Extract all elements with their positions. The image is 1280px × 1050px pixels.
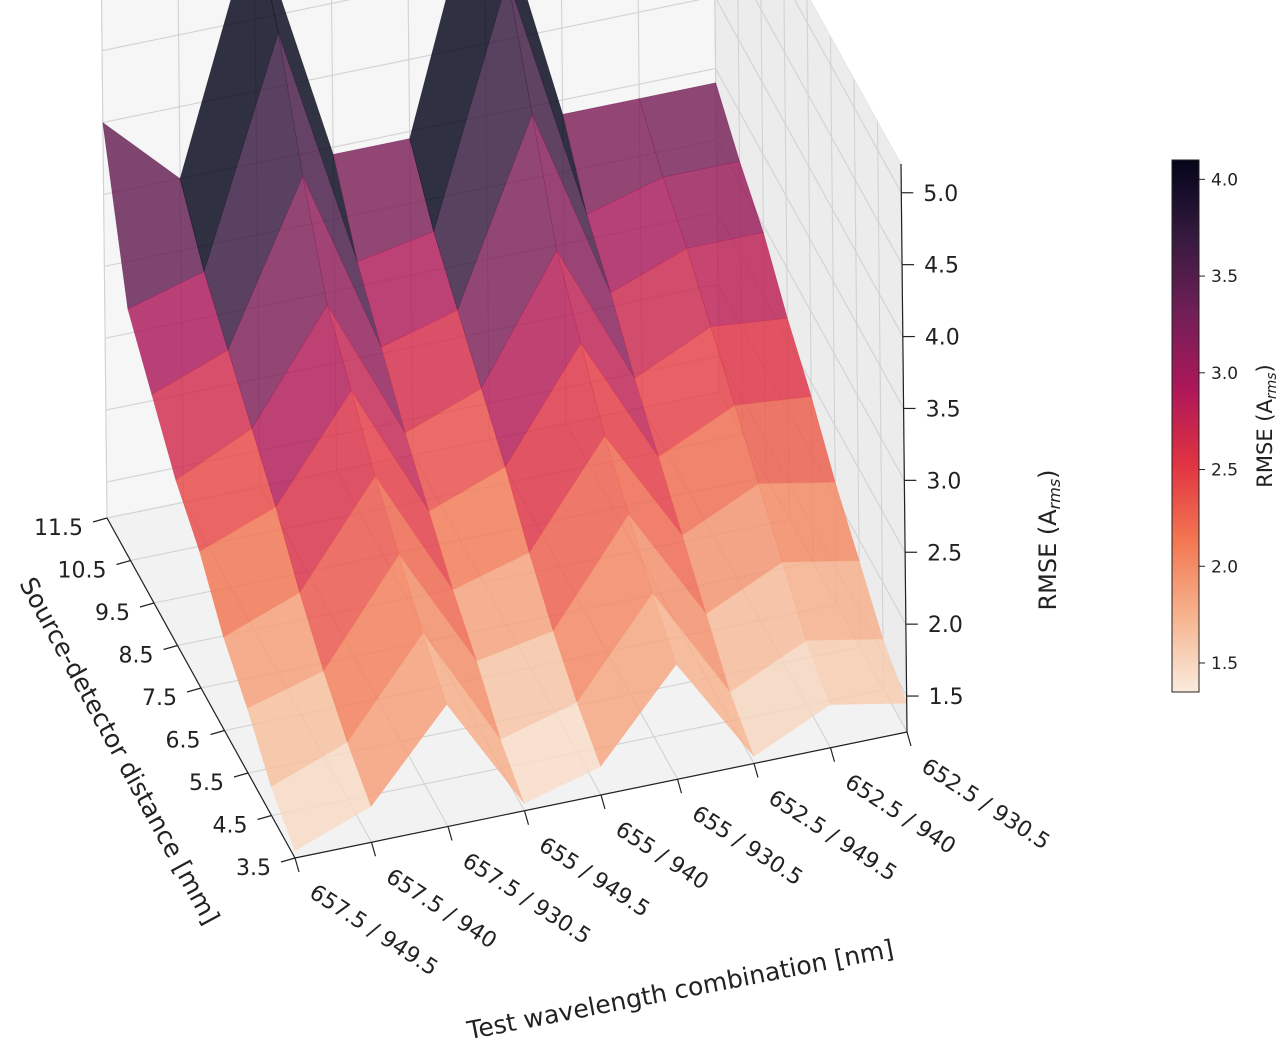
- x-axis: 3.5 4.5 5.5 6.5 7.5 8.5 9.5 10.5 11.5: [34, 516, 296, 881]
- y-tick: [600, 794, 606, 810]
- y-axis-label: Test wavelength combination [nm]: [464, 934, 896, 1045]
- z-tick-label: 2.5: [927, 541, 962, 566]
- y-tick: [753, 763, 759, 778]
- z-tick-label: 5.0: [923, 182, 958, 207]
- z-axis: 1.5 2.0 2.5 3.0 3.5 4.0 4.5 5.0: [900, 163, 964, 733]
- z-axis-label: RMSE (Arms): [1034, 469, 1064, 610]
- x-tick-label: 9.5: [95, 601, 130, 626]
- x-tick: [210, 729, 225, 736]
- x-tick-label: 5.5: [189, 771, 224, 796]
- x-tick: [233, 772, 249, 778]
- x-tick-label: 4.5: [213, 814, 248, 839]
- z-tick-label: 2.0: [928, 613, 963, 638]
- x-tick: [257, 814, 272, 821]
- colorbar-tick-label: 3.0: [1211, 364, 1238, 384]
- colorbar: 1.5 2.0 2.5 3.0 3.5 4.0 RMSE (Arms): [1171, 159, 1280, 693]
- colorbar-tick-label: 2.5: [1211, 461, 1238, 481]
- y-tick: [906, 731, 912, 747]
- z-tick-label: 4.0: [925, 326, 960, 351]
- x-tick-label: 11.5: [34, 516, 83, 541]
- x-tick: [139, 602, 155, 608]
- x-tick-label: 6.5: [166, 729, 201, 754]
- colorbar-ticks: 1.5 2.0 2.5 3.0 3.5 4.0: [1199, 170, 1238, 674]
- x-tick: [116, 559, 131, 566]
- z-tick-label: 3.5: [926, 397, 961, 422]
- z-tick-label: 3.0: [926, 469, 961, 494]
- x-tick-label: 7.5: [142, 686, 177, 711]
- x-tick: [92, 517, 108, 523]
- x-tick: [186, 687, 202, 693]
- z-tick-label: 1.5: [929, 685, 964, 710]
- surface-plot: [102, 0, 908, 852]
- colorbar-gradient: [1171, 159, 1200, 693]
- colorbar-tick-label: 4.0: [1211, 170, 1238, 190]
- surface-facet: [805, 638, 908, 705]
- x-tick-label: 3.5: [236, 856, 271, 881]
- y-tick: [829, 747, 836, 762]
- x-tick: [163, 644, 178, 651]
- y-tick: [447, 826, 453, 841]
- colorbar-tick-label: 2.0: [1211, 557, 1238, 577]
- x-tick: [280, 857, 296, 863]
- y-tick: [676, 779, 683, 794]
- y-tick: [523, 810, 530, 825]
- y-tick: [294, 857, 300, 873]
- colorbar-tick-label: 3.5: [1211, 267, 1238, 287]
- y-tick: [370, 842, 377, 857]
- x-tick-label: 8.5: [119, 644, 154, 669]
- colorbar-tick-label: 1.5: [1211, 654, 1238, 674]
- colorbar-label: RMSE (Arms): [1253, 364, 1280, 487]
- z-tick-label: 4.5: [924, 254, 959, 279]
- x-tick-label: 10.5: [58, 559, 107, 584]
